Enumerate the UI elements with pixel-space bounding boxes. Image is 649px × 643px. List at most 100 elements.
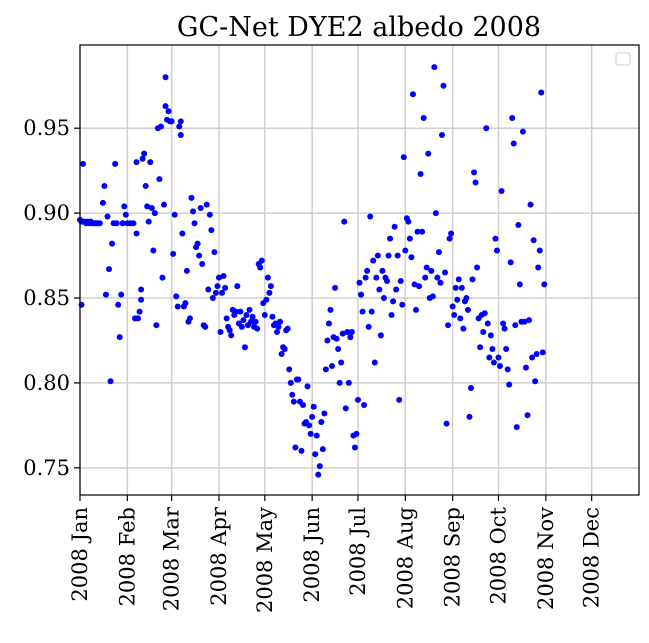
data-point	[463, 295, 470, 302]
data-point	[431, 64, 438, 71]
data-point	[226, 327, 233, 334]
data-point	[402, 247, 409, 254]
data-point	[338, 359, 345, 366]
data-point	[501, 325, 508, 332]
x-tick-label: 2008 May	[253, 507, 277, 613]
data-point	[512, 322, 519, 329]
data-point	[400, 154, 407, 161]
data-point	[217, 328, 224, 335]
data-point	[182, 300, 189, 307]
data-point	[197, 205, 204, 212]
data-point	[104, 213, 111, 220]
data-point	[241, 344, 248, 351]
y-tick-label: 0.80	[23, 371, 70, 395]
data-point	[112, 160, 119, 167]
data-point	[141, 150, 148, 157]
data-point	[353, 430, 360, 437]
data-point	[307, 430, 314, 437]
data-point	[493, 247, 500, 254]
data-point	[365, 323, 372, 330]
data-point	[380, 295, 387, 302]
data-point	[196, 252, 203, 259]
data-point	[348, 328, 355, 335]
data-point	[516, 281, 523, 288]
data-point	[249, 313, 256, 320]
data-point	[145, 218, 152, 225]
data-point	[449, 303, 456, 310]
data-point	[341, 218, 348, 225]
data-point	[142, 182, 149, 189]
data-point	[298, 447, 305, 454]
data-point	[361, 402, 368, 408]
data-point	[504, 366, 511, 373]
data-point	[519, 128, 526, 135]
data-point	[379, 267, 386, 274]
data-point	[387, 235, 394, 242]
x-tick-label: 2008 Jul	[346, 507, 370, 596]
data-point	[362, 274, 369, 281]
data-point	[440, 82, 447, 89]
data-point	[492, 235, 499, 242]
data-point	[397, 278, 404, 285]
data-point	[309, 413, 316, 420]
data-point	[385, 252, 392, 259]
data-point	[299, 402, 306, 408]
data-point	[99, 199, 106, 206]
data-point	[135, 315, 142, 322]
data-point	[113, 220, 120, 227]
data-point	[228, 332, 235, 339]
data-point	[138, 286, 145, 293]
data-point	[254, 325, 261, 332]
data-point	[119, 220, 126, 227]
data-point	[438, 132, 445, 138]
x-tick-label: 2008 Jan	[68, 507, 92, 602]
data-point	[503, 345, 510, 352]
grid-lines	[79, 45, 639, 495]
data-point	[237, 308, 244, 315]
data-point	[322, 366, 329, 373]
data-point	[413, 306, 420, 313]
data-point	[429, 293, 436, 300]
data-point	[443, 420, 450, 427]
data-point	[445, 322, 452, 329]
data-point	[437, 279, 444, 286]
data-point	[376, 286, 383, 293]
data-point	[202, 323, 209, 330]
data-point	[219, 289, 226, 296]
data-point	[358, 291, 365, 298]
data-point	[240, 317, 247, 324]
data-point	[399, 301, 406, 308]
data-point	[451, 312, 458, 318]
data-point	[312, 451, 319, 458]
data-point	[509, 115, 516, 122]
data-point	[420, 115, 427, 122]
data-point	[423, 264, 430, 271]
x-tick-label: 2008 Aug	[393, 507, 417, 609]
data-point	[179, 230, 186, 237]
data-point	[521, 318, 528, 325]
data-point	[209, 295, 216, 302]
data-point	[527, 201, 534, 208]
data-point	[150, 247, 157, 254]
data-point	[329, 362, 336, 369]
data-point	[538, 89, 545, 96]
data-point	[232, 308, 239, 315]
data-point	[435, 249, 442, 256]
data-point	[248, 318, 255, 325]
data-point	[454, 296, 461, 303]
data-point	[275, 323, 282, 330]
data-point	[284, 325, 291, 332]
data-point	[211, 249, 218, 256]
data-point	[507, 259, 514, 266]
data-point	[281, 345, 288, 352]
data-point	[313, 432, 320, 439]
data-point	[203, 201, 210, 208]
data-point	[214, 283, 221, 290]
data-point	[474, 264, 481, 271]
data-point	[278, 351, 285, 358]
data-point	[393, 286, 400, 293]
data-point	[258, 257, 265, 264]
data-point	[535, 264, 542, 271]
data-point	[539, 349, 546, 356]
data-point	[173, 293, 180, 300]
